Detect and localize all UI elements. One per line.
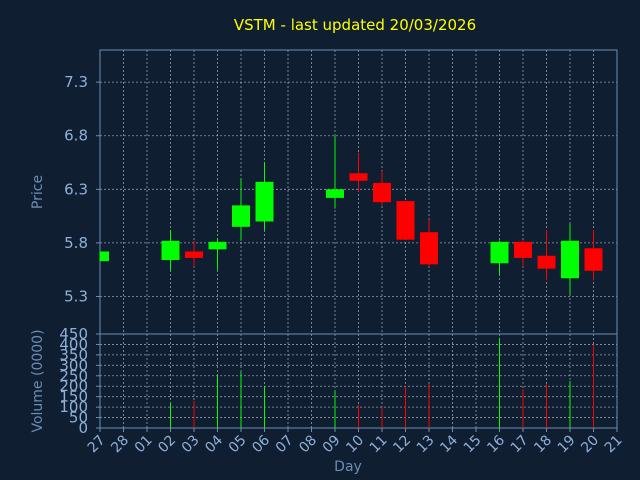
price-tick-label: 5.8 xyxy=(64,234,88,252)
x-tick-label: 17 xyxy=(508,432,532,456)
candle-body xyxy=(255,181,274,222)
price-tick-label: 6.3 xyxy=(64,180,88,198)
price-tick-label: 7.3 xyxy=(64,73,88,91)
candle-body xyxy=(584,248,603,271)
x-tick-label: 04 xyxy=(202,432,226,456)
candle-body xyxy=(349,173,368,181)
x-axis-label: Day xyxy=(334,459,362,475)
price-panel: 5.3 5.8 6.3 6.8 7.3 xyxy=(64,49,618,335)
candle-body xyxy=(396,201,415,240)
candle-body xyxy=(514,241,532,258)
volume-tick-label: 450 xyxy=(59,325,88,343)
x-tick-label: 02 xyxy=(155,432,179,456)
x-tick-label: 07 xyxy=(273,432,297,456)
candle-body xyxy=(208,241,227,250)
volume-tick-label: 150 xyxy=(59,388,88,406)
volume-tick-label: 350 xyxy=(59,346,88,364)
x-tick-label: 28 xyxy=(108,432,132,456)
candle-body xyxy=(373,182,391,203)
x-tick-label: 09 xyxy=(320,432,344,456)
x-tick-label: 27 xyxy=(85,432,109,456)
candle-body xyxy=(420,232,438,265)
volume-tick-label: 250 xyxy=(59,367,88,385)
price-axis-label: Price xyxy=(30,175,46,209)
x-tick-label: 10 xyxy=(343,432,367,456)
candle-body xyxy=(561,240,579,279)
volume-tick-label: 100 xyxy=(59,398,88,416)
x-tick-label: 12 xyxy=(390,432,414,456)
x-tick-label: 01 xyxy=(132,432,156,456)
x-tick-label: 20 xyxy=(578,432,602,456)
x-tick-label: 06 xyxy=(249,432,273,456)
candle-body xyxy=(326,189,344,198)
x-tick-label: 05 xyxy=(226,432,250,456)
candle-body xyxy=(490,241,509,264)
volume-tick-label: 200 xyxy=(59,377,88,395)
candle-body xyxy=(537,255,556,269)
x-tick-label: 15 xyxy=(461,432,485,456)
x-tick-label: 16 xyxy=(484,432,508,456)
x-axis-ticks: 27 28 01 02 03 04 05 06 07 08 09 10 11 12 13 14 15 16 17 18… xyxy=(85,428,626,456)
volume-tick-label: 400 xyxy=(59,335,88,353)
x-tick-label: 19 xyxy=(555,432,579,456)
x-tick-label: 11 xyxy=(367,432,391,456)
candle-body xyxy=(185,251,203,258)
x-tick-label: 13 xyxy=(414,432,438,456)
x-tick-label: 18 xyxy=(531,432,555,456)
volume-tick-label: 300 xyxy=(59,356,88,374)
price-tick-label: 6.8 xyxy=(64,127,88,145)
chart-title: VSTM - last updated 20/03/2026 xyxy=(234,16,476,34)
x-tick-label: 14 xyxy=(437,432,461,456)
price-tick-label: 5.3 xyxy=(64,287,88,305)
x-tick-label: 08 xyxy=(296,432,320,456)
candle-body xyxy=(161,240,180,261)
candle-body xyxy=(100,251,109,262)
volume-tick-label: 50 xyxy=(69,409,88,427)
x-tick-label: 03 xyxy=(179,432,203,456)
candle-body xyxy=(232,205,250,227)
volume-tick-label: 0 xyxy=(78,419,88,437)
x-tick-label: 21 xyxy=(602,432,626,456)
volume-axis-label: Volume (0000) xyxy=(30,329,46,432)
